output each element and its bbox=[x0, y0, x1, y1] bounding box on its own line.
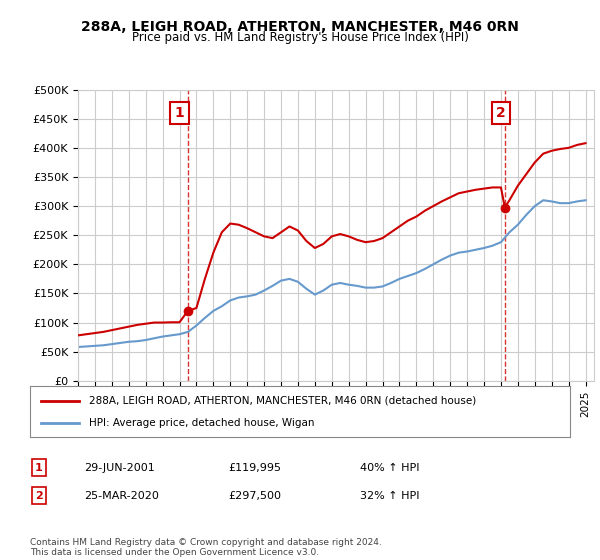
Text: 2: 2 bbox=[35, 491, 43, 501]
Text: 32% ↑ HPI: 32% ↑ HPI bbox=[360, 491, 419, 501]
Text: £297,500: £297,500 bbox=[228, 491, 281, 501]
Text: 25-MAR-2020: 25-MAR-2020 bbox=[84, 491, 159, 501]
Text: 29-JUN-2001: 29-JUN-2001 bbox=[84, 463, 155, 473]
Text: HPI: Average price, detached house, Wigan: HPI: Average price, detached house, Wiga… bbox=[89, 418, 315, 428]
Text: 2: 2 bbox=[496, 106, 506, 120]
Text: 288A, LEIGH ROAD, ATHERTON, MANCHESTER, M46 0RN (detached house): 288A, LEIGH ROAD, ATHERTON, MANCHESTER, … bbox=[89, 395, 476, 405]
Text: 1: 1 bbox=[175, 106, 184, 120]
Text: Price paid vs. HM Land Registry's House Price Index (HPI): Price paid vs. HM Land Registry's House … bbox=[131, 31, 469, 44]
Text: Contains HM Land Registry data © Crown copyright and database right 2024.
This d: Contains HM Land Registry data © Crown c… bbox=[30, 538, 382, 557]
Text: £119,995: £119,995 bbox=[228, 463, 281, 473]
Text: 1: 1 bbox=[35, 463, 43, 473]
Text: 40% ↑ HPI: 40% ↑ HPI bbox=[360, 463, 419, 473]
Text: 288A, LEIGH ROAD, ATHERTON, MANCHESTER, M46 0RN: 288A, LEIGH ROAD, ATHERTON, MANCHESTER, … bbox=[81, 20, 519, 34]
